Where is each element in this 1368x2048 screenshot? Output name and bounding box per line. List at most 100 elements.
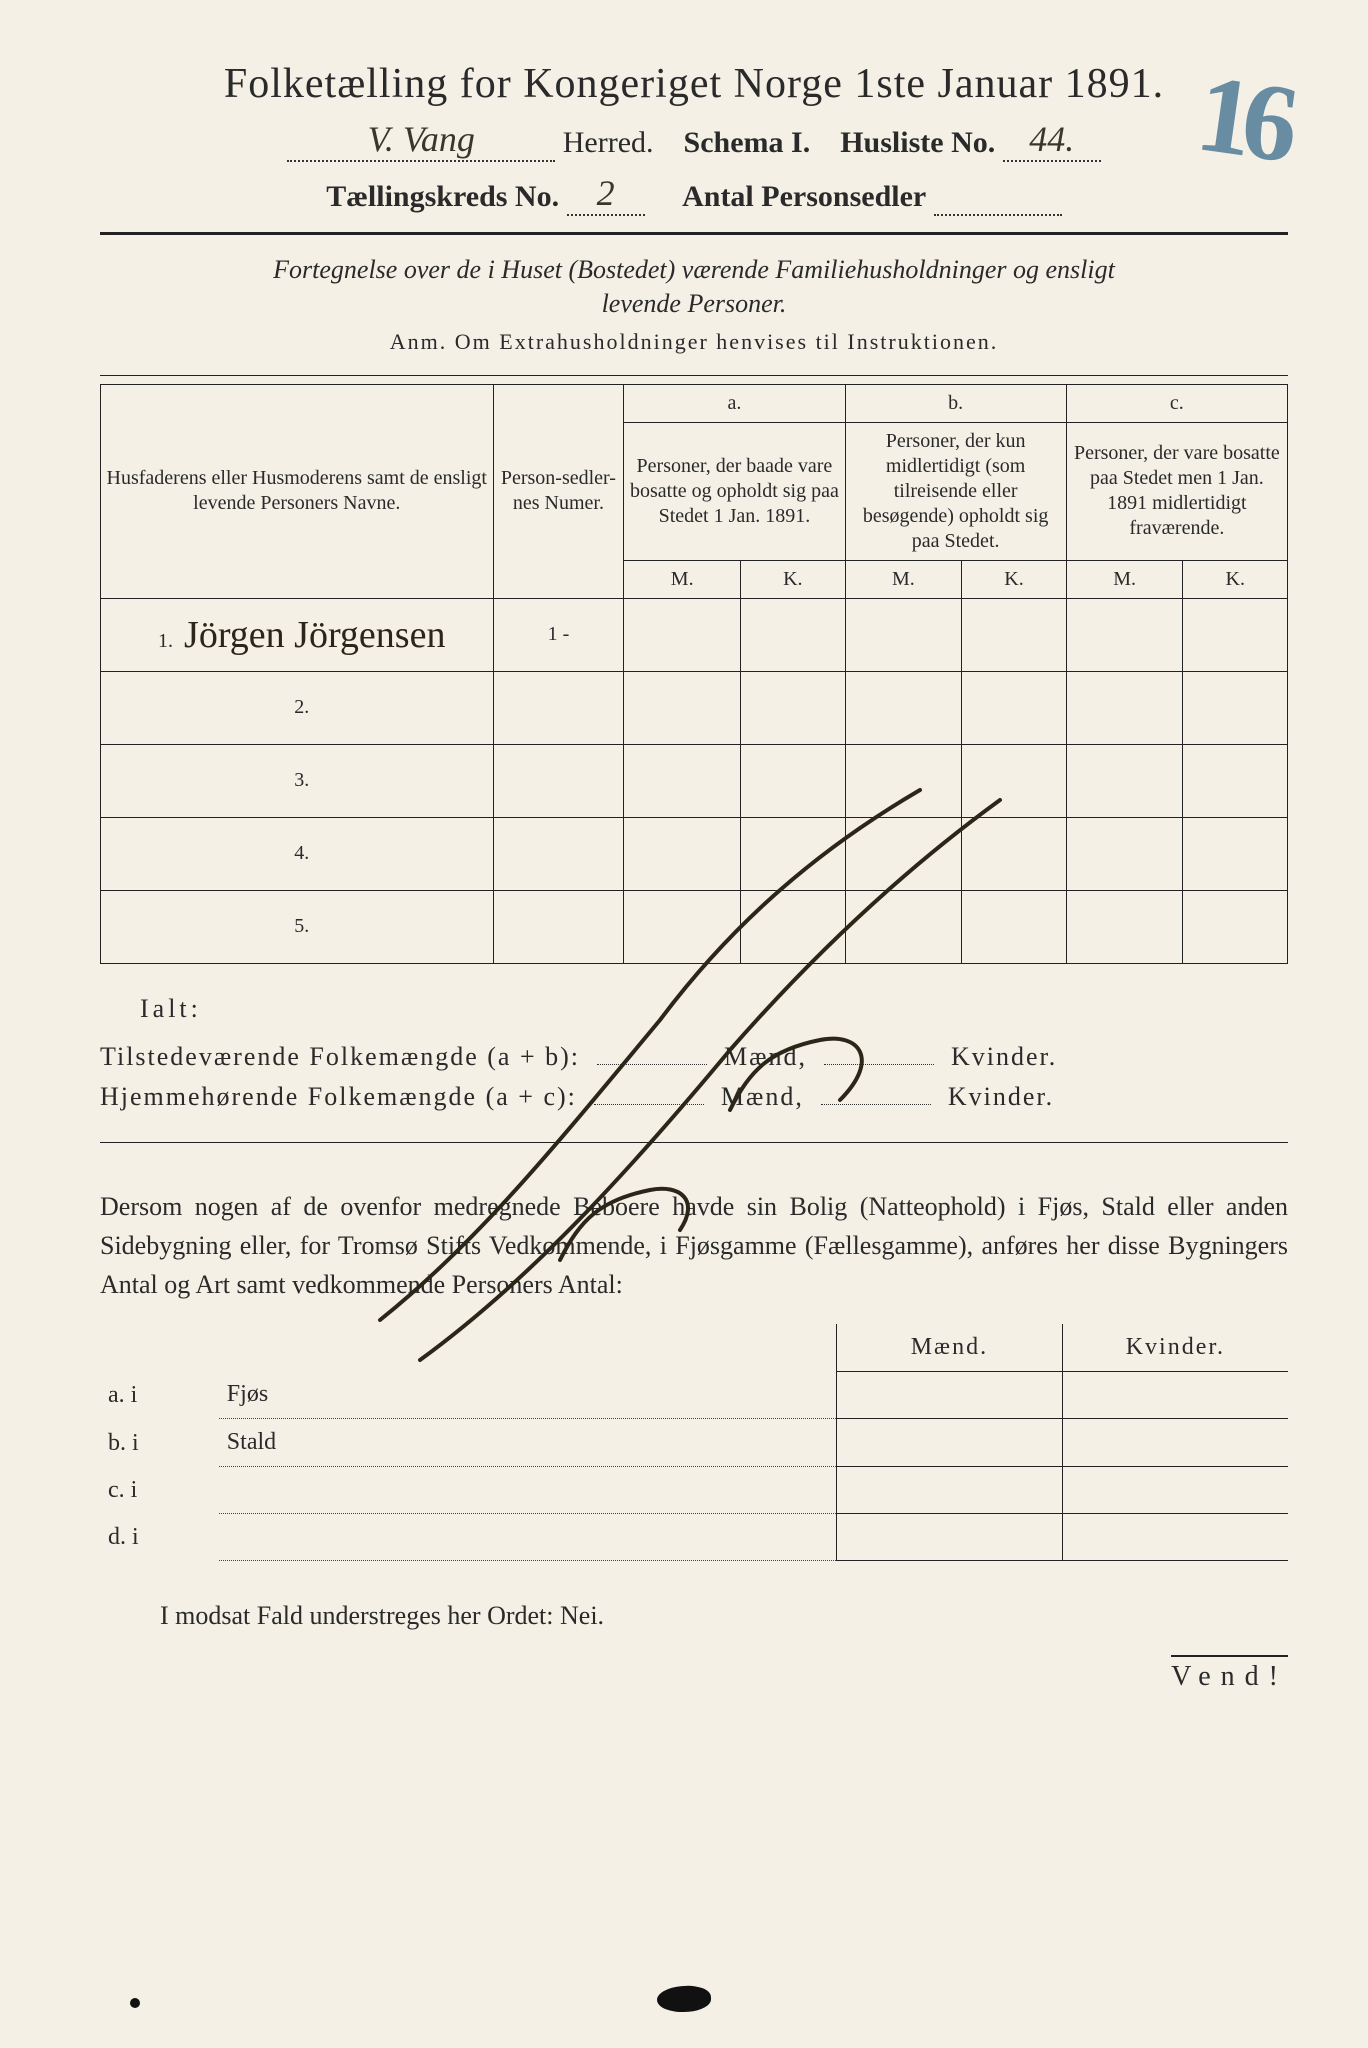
- cell: [741, 744, 845, 817]
- herred-value: V. Vang: [368, 118, 475, 160]
- cell: [962, 890, 1066, 963]
- header-line-2: Tællingskreds No. 2 Antal Personsedler: [100, 172, 1288, 216]
- cell: [1066, 598, 1183, 671]
- maend-label: Mænd,: [724, 1042, 807, 1071]
- fill: [824, 1064, 934, 1065]
- main-table: Husfaderens eller Husmoderens samt de en…: [100, 384, 1288, 964]
- col-a-m: M.: [624, 560, 741, 598]
- cell: [741, 671, 845, 744]
- fill: [594, 1104, 704, 1105]
- subtitle: Fortegnelse over de i Huset (Bostedet) v…: [100, 253, 1288, 321]
- cell: [1066, 744, 1183, 817]
- col-header-c-letter: c.: [1066, 384, 1287, 422]
- bld-row-label: [219, 1514, 837, 1561]
- bld-row-label: Fjøs: [219, 1371, 837, 1419]
- cell: [624, 598, 741, 671]
- page-title: Folketælling for Kongeriget Norge 1ste J…: [100, 60, 1288, 108]
- schema-label: Schema I.: [684, 126, 811, 159]
- cell: [741, 598, 845, 671]
- col-b-k: K.: [962, 560, 1066, 598]
- bld-row-label: [219, 1467, 837, 1514]
- husliste-value: 44.: [1029, 118, 1074, 160]
- col-a-k: K.: [741, 560, 845, 598]
- antal-label: Antal Personsedler: [682, 180, 926, 213]
- col-header-num: Person-sedler-nes Numer.: [493, 384, 624, 598]
- tilstede-row: Tilstedeværende Folkemængde (a + b): Mæn…: [100, 1042, 1288, 1072]
- cell: [100, 1324, 219, 1372]
- header-line-1: V. Vang Herred. Schema I. Husliste No. 4…: [100, 118, 1288, 162]
- table-row: 2.: [101, 671, 494, 744]
- col-header-a: Personer, der baade vare bosatte og opho…: [624, 422, 845, 560]
- table-row: 3.: [101, 744, 494, 817]
- cell: [837, 1514, 1063, 1561]
- cell: [962, 598, 1066, 671]
- row-num: 3.: [294, 769, 309, 791]
- cell: [741, 817, 845, 890]
- nei-line: I modsat Fald understreges her Ordet: Ne…: [160, 1601, 1288, 1631]
- tilstede-label: Tilstedeværende Folkemængde (a + b):: [100, 1042, 580, 1071]
- cell: [845, 744, 962, 817]
- cell: [624, 671, 741, 744]
- buildings-paragraph: Dersom nogen af de ovenfor medregnede Be…: [100, 1187, 1288, 1304]
- cell: [1066, 817, 1183, 890]
- cell: [741, 890, 845, 963]
- herred-label: Herred.: [563, 126, 654, 159]
- buildings-table: Mænd. Kvinder. a. i Fjøs b. i Stald c. i…: [100, 1324, 1288, 1562]
- cell: [837, 1371, 1063, 1419]
- row-num: 5.: [294, 915, 309, 937]
- row-num: 4.: [294, 842, 309, 864]
- hjemme-row: Hjemmehørende Folkemængde (a + c): Mænd,…: [100, 1082, 1288, 1112]
- table-row: 5.: [101, 890, 494, 963]
- cell: [1183, 817, 1288, 890]
- table-row: 1. Jörgen Jörgensen: [101, 598, 494, 671]
- cell: [845, 598, 962, 671]
- cell: [493, 817, 624, 890]
- cell: [1062, 1371, 1288, 1419]
- ink-blot: [656, 1984, 712, 2014]
- col-header-b: Personer, der kun midlertidigt (som tilr…: [845, 422, 1066, 560]
- bld-row-key: c. i: [100, 1467, 219, 1514]
- cell: [1062, 1514, 1288, 1561]
- kvinder-label: Kvinder.: [951, 1042, 1057, 1071]
- cell: [962, 817, 1066, 890]
- divider: [100, 232, 1288, 235]
- cell: [845, 671, 962, 744]
- subtitle-line-1: Fortegnelse over de i Huset (Bostedet) v…: [273, 255, 1115, 284]
- census-form-page: 16 Folketælling for Kongeriget Norge 1st…: [0, 0, 1368, 2048]
- cell: [1066, 890, 1183, 963]
- stamp-number: 16: [1190, 49, 1297, 187]
- vend-label: Vend!: [100, 1661, 1288, 1693]
- cell: [624, 817, 741, 890]
- bld-row-key: b. i: [100, 1419, 219, 1467]
- row-num: 2.: [294, 696, 309, 718]
- col-header-a-letter: a.: [624, 384, 845, 422]
- cell: [962, 744, 1066, 817]
- col-b-m: M.: [845, 560, 962, 598]
- subtitle-line-2: levende Personer.: [602, 289, 787, 318]
- fill: [597, 1064, 707, 1065]
- cell: [1062, 1419, 1288, 1467]
- bld-maend-header: Mænd.: [837, 1324, 1063, 1372]
- row-name: Jörgen Jörgensen: [178, 614, 445, 656]
- cell: [837, 1419, 1063, 1467]
- anm-note: Anm. Om Extrahusholdninger henvises til …: [100, 329, 1288, 355]
- cell: [219, 1324, 837, 1372]
- cell: [1183, 744, 1288, 817]
- cell: [493, 890, 624, 963]
- fill: [821, 1104, 931, 1105]
- row-personsedler: 1 -: [493, 598, 624, 671]
- husliste-label: Husliste No.: [840, 126, 995, 159]
- col-header-b-letter: b.: [845, 384, 1066, 422]
- col-header-name: Husfaderens eller Husmoderens samt de en…: [101, 384, 494, 598]
- kvinder-label: Kvinder.: [948, 1082, 1054, 1111]
- cell: [1183, 598, 1288, 671]
- col-c-m: M.: [1066, 560, 1183, 598]
- hjemme-label: Hjemmehørende Folkemængde (a + c):: [100, 1082, 577, 1111]
- cell: [1066, 671, 1183, 744]
- ink-dot: [130, 1998, 140, 2008]
- cell: [493, 671, 624, 744]
- kreds-label: Tællingskreds No.: [326, 180, 559, 213]
- cell: [837, 1467, 1063, 1514]
- col-header-c: Personer, der vare bosatte paa Stedet me…: [1066, 422, 1287, 560]
- row-num: 1.: [158, 630, 173, 652]
